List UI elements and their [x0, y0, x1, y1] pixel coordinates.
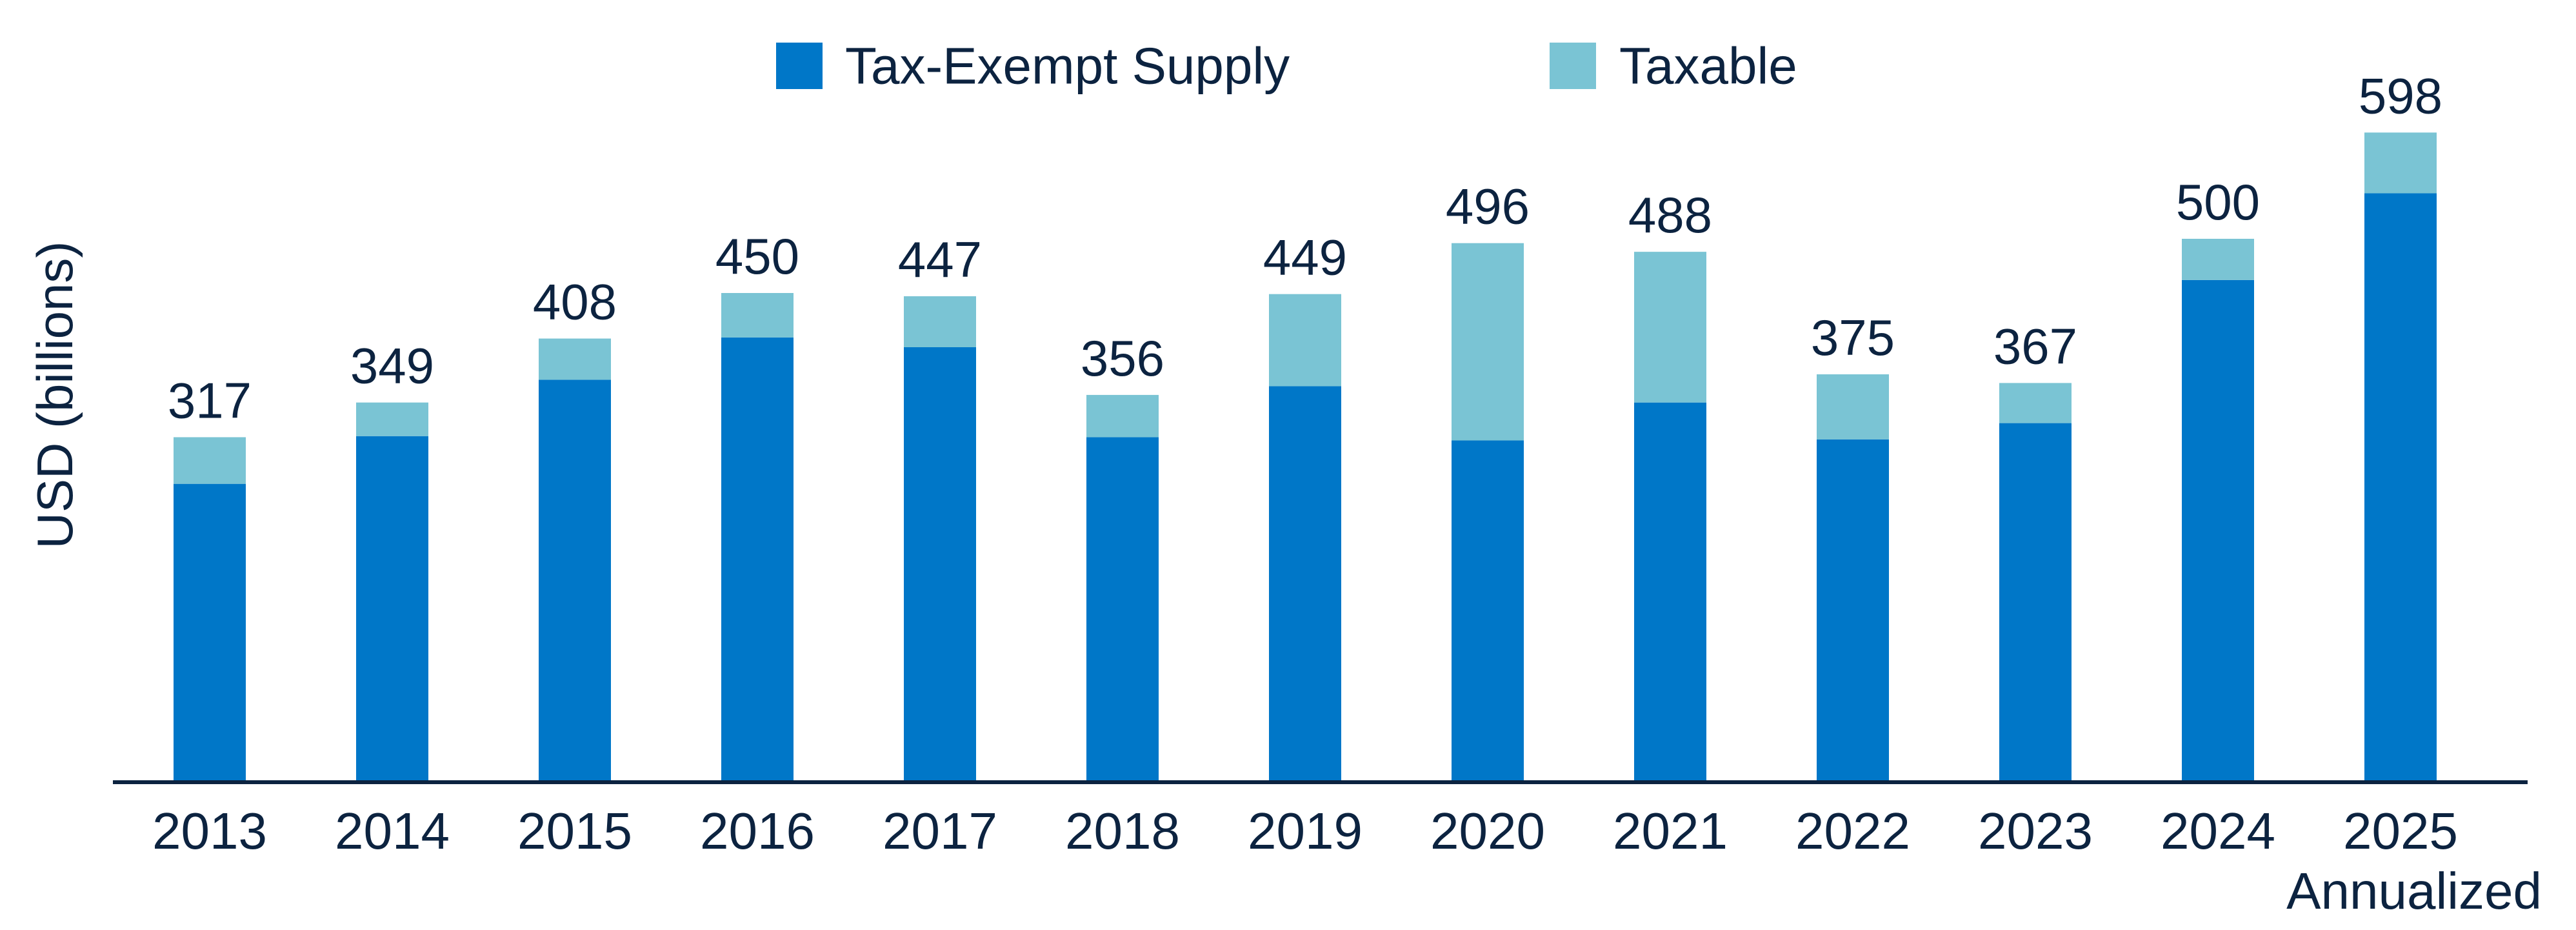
total-label-2014: 349: [350, 338, 434, 394]
bar-tax-exempt-2015: [539, 379, 611, 781]
bar-tax-exempt-2014: [356, 436, 428, 781]
total-label-2019: 449: [1263, 229, 1347, 286]
bar-taxable-2015: [539, 338, 611, 380]
bar-taxable-2017: [904, 296, 976, 347]
x-tick-label-2023: 2023: [1978, 802, 2093, 860]
bar-tax-exempt-2020: [1452, 440, 1524, 781]
x-tick-label-2013: 2013: [152, 802, 267, 860]
legend: Tax-Exempt Supply Taxable: [776, 37, 1797, 95]
bar-taxable-2016: [721, 293, 794, 338]
total-label-2017: 447: [898, 231, 982, 288]
y-axis-title: USD (billions): [26, 241, 83, 549]
x-tick-sublabel-2025: Annualized: [2286, 862, 2542, 920]
bars-group: [174, 132, 2437, 782]
bar-tax-exempt-2023: [1999, 423, 2072, 781]
bar-taxable-2021: [1634, 252, 1706, 403]
x-tick-label-2019: 2019: [1248, 802, 1363, 860]
total-label-2025: 598: [2359, 67, 2442, 124]
bar-taxable-2024: [2182, 239, 2254, 280]
bar-taxable-2025: [2364, 132, 2437, 194]
bar-tax-exempt-2013: [174, 483, 246, 781]
total-label-2022: 375: [1811, 309, 1895, 366]
legend-label-taxable: Taxable: [1619, 37, 1797, 95]
total-labels-group: 317 349 408 450 447 356 449 496 488 375 367 500 598: [168, 67, 2442, 429]
x-tick-label-2015: 2015: [517, 802, 632, 860]
bar-tax-exempt-2019: [1269, 386, 1341, 781]
x-tick-label-2020: 2020: [1430, 802, 1545, 860]
legend-label-tax-exempt: Tax-Exempt Supply: [845, 37, 1290, 95]
x-tick-label-2018: 2018: [1065, 802, 1180, 860]
bar-taxable-2020: [1452, 243, 1524, 441]
bar-taxable-2019: [1269, 294, 1341, 387]
total-label-2023: 367: [1993, 318, 2077, 374]
x-tick-label-2014: 2014: [335, 802, 450, 860]
bar-taxable-2013: [174, 437, 246, 484]
x-tick-label-2024: 2024: [2161, 802, 2275, 860]
x-tick-labels-group: 2013 2014 2015 2016 2017 2018 2019 2020 2021 2022…: [152, 802, 2542, 920]
bar-taxable-2014: [356, 402, 428, 436]
bar-taxable-2022: [1817, 374, 1889, 440]
bar-tax-exempt-2017: [904, 347, 976, 781]
total-label-2021: 488: [1628, 187, 1712, 243]
total-label-2020: 496: [1446, 178, 1530, 235]
total-label-2015: 408: [533, 274, 617, 330]
bar-taxable-2023: [1999, 383, 2072, 423]
bar-tax-exempt-2021: [1634, 402, 1706, 781]
bar-tax-exempt-2025: [2364, 193, 2437, 781]
bar-tax-exempt-2022: [1817, 439, 1889, 781]
bar-tax-exempt-2024: [2182, 279, 2254, 782]
bar-tax-exempt-2016: [721, 337, 794, 781]
x-tick-label-2025: 2025: [2343, 802, 2458, 860]
total-label-2024: 500: [2176, 174, 2260, 230]
x-tick-label-2022: 2022: [1795, 802, 1910, 860]
x-tick-label-2021: 2021: [1613, 802, 1728, 860]
x-tick-label-2017: 2017: [883, 802, 997, 860]
total-label-2016: 450: [715, 228, 799, 285]
total-label-2013: 317: [168, 372, 252, 429]
x-tick-label-2016: 2016: [700, 802, 815, 860]
bar-taxable-2018: [1086, 394, 1159, 438]
legend-swatch-taxable: [1550, 43, 1596, 89]
legend-swatch-tax-exempt: [776, 43, 823, 89]
bar-tax-exempt-2018: [1086, 437, 1159, 781]
total-label-2018: 356: [1081, 330, 1164, 387]
